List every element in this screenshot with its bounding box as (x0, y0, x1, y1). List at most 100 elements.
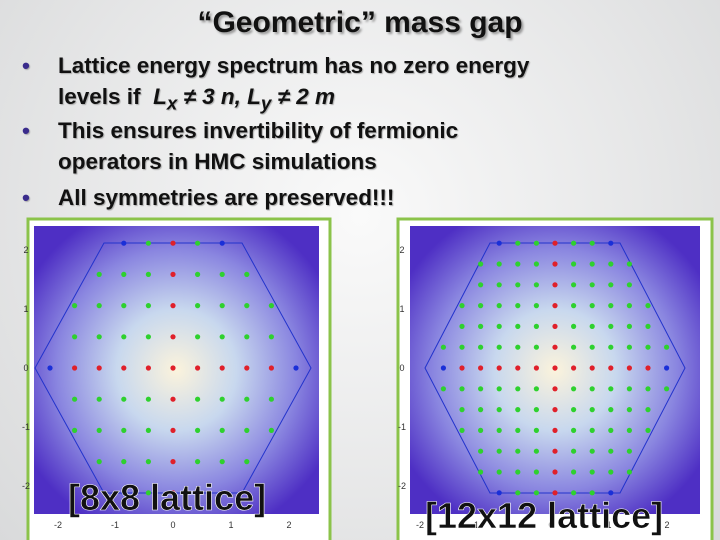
lattice-point (121, 240, 127, 246)
bullet-text: levels if Lx ≠ 3 n, Ly ≠ 2 m (22, 81, 529, 119)
lattice-point (459, 344, 465, 350)
lattice-point (121, 271, 127, 277)
bullet-text: All symmetries are preserved!!! (58, 185, 395, 210)
lattice-point (533, 386, 540, 392)
lattice-point (664, 386, 670, 392)
lattice-point (533, 303, 540, 309)
lattice-point (515, 407, 521, 413)
lattice-point (645, 386, 651, 392)
y-tick-label: 2 (399, 245, 404, 255)
lattice-point (626, 407, 633, 413)
lattice-point (533, 407, 540, 413)
lattice-point (589, 427, 595, 433)
text: ≠ 3 n, (183, 84, 241, 109)
text: levels if (58, 84, 141, 109)
plot: 210-1-2-2 -1 0 1 2[12x12 lattice] (398, 226, 700, 536)
lattice-point (645, 365, 651, 371)
lattice-point (571, 282, 577, 288)
lattice-point (195, 459, 201, 465)
lattice-point (608, 386, 614, 392)
lattice-point (219, 396, 225, 402)
caption: [12x12 lattice] (425, 495, 663, 536)
lattice-point (145, 459, 151, 465)
bullet: • All symmetries are preserved!!! (22, 182, 394, 213)
lattice-point (170, 427, 176, 433)
lattice-point (478, 344, 484, 350)
lattice-point (496, 386, 502, 392)
subscript: x (166, 92, 178, 114)
lattice-point (496, 490, 502, 496)
lattice-point (626, 427, 633, 433)
lattice-point (589, 407, 595, 413)
lattice-point (589, 303, 595, 309)
y-tick-label: 0 (399, 363, 404, 373)
lattice-point (552, 240, 558, 246)
lattice-point (478, 282, 484, 288)
lattice-point (72, 427, 78, 433)
lattice-point (533, 261, 540, 267)
lattice-point (533, 344, 540, 350)
lattice-point (478, 407, 484, 413)
y-tick-label: -2 (398, 481, 406, 491)
lattice-point (571, 427, 577, 433)
lattice-point (96, 427, 102, 433)
lattice-point (515, 303, 521, 309)
lattice-point (589, 323, 595, 329)
lattice-point (664, 344, 670, 350)
lattice-point (608, 344, 614, 350)
lattice-point (244, 271, 250, 277)
lattice-point (244, 334, 250, 340)
lattice-point (219, 459, 225, 465)
lattice-point (589, 448, 595, 454)
y-tick-label: 1 (399, 304, 404, 314)
lattice-point (608, 365, 614, 371)
lattice-point (496, 344, 502, 350)
lattice-point (571, 407, 577, 413)
symbol: L (247, 84, 261, 109)
x-tick-label: -2 (416, 520, 424, 530)
lattice-point (72, 365, 78, 371)
lattice-point (440, 344, 446, 350)
lattice-point (571, 323, 577, 329)
lattice-point (608, 407, 614, 413)
lattice-point (645, 407, 651, 413)
lattice-point (552, 344, 558, 350)
lattice-point (496, 407, 502, 413)
y-tick-label: -1 (398, 422, 406, 432)
y-tick-label: -2 (22, 481, 30, 491)
lattice-point (533, 240, 540, 246)
lattice-point (571, 469, 577, 475)
lattice-point (533, 365, 540, 371)
lattice-point (145, 427, 151, 433)
y-tick-label: 1 (23, 304, 28, 314)
x-tick-label: 0 (548, 520, 553, 530)
lattice-point (219, 427, 225, 433)
lattice-point (552, 365, 558, 371)
lattice-point (571, 344, 577, 350)
lattice-point (608, 261, 614, 267)
lattice-point (515, 344, 521, 350)
lattice-point (96, 271, 102, 277)
plot: 2 1 0 -1 -2 -2 -1 0 1 2 [8x8 lattice] (22, 226, 319, 530)
lattice-point (478, 448, 484, 454)
lattice-point (478, 469, 484, 475)
lattice-point (219, 334, 225, 340)
lattice-point (533, 448, 540, 454)
lattice-point (626, 469, 633, 475)
math: Lx ≠ 3 n, Ly ≠ 2 m (153, 84, 335, 114)
y-tick-label: 2 (23, 245, 28, 255)
lattice-point (571, 386, 577, 392)
lattice-point (496, 448, 502, 454)
lattice-point (496, 365, 502, 371)
x-tick-label: 2 (664, 520, 669, 530)
lattice-point (552, 303, 558, 309)
lattice-point (571, 240, 577, 246)
lattice-point (571, 448, 577, 454)
lattice-point (496, 282, 502, 288)
lattice-point (608, 427, 614, 433)
x-tick-label: -2 (54, 520, 62, 530)
text: ≠ 2 m (277, 84, 335, 109)
lattice-point (496, 240, 502, 246)
